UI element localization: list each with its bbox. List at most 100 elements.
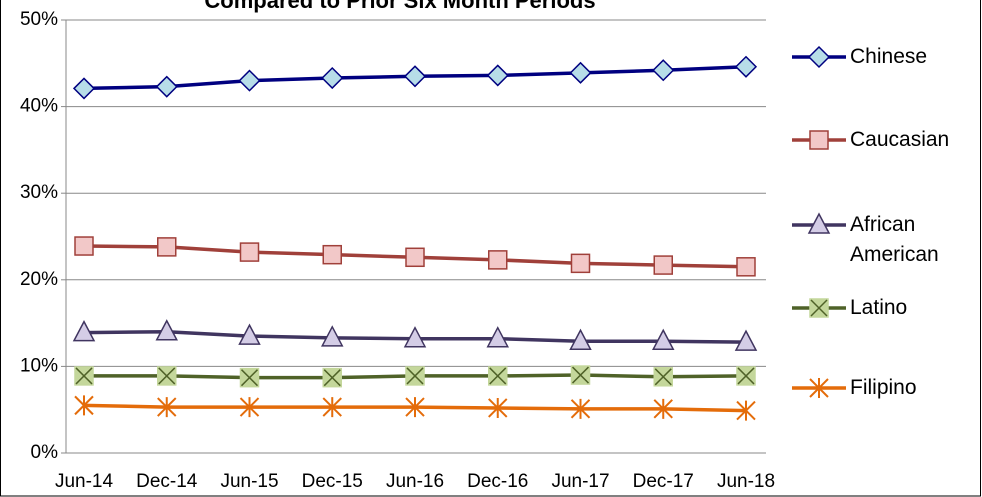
marker-part (486, 64, 509, 87)
x-tick-label: Jun-17 (551, 471, 609, 492)
marker-part (72, 77, 96, 100)
marker (322, 397, 342, 418)
marker-part (809, 378, 829, 398)
marker-part (238, 323, 261, 345)
marker (322, 244, 342, 265)
marker (72, 320, 96, 342)
marker (405, 247, 425, 268)
marker-part (322, 397, 342, 418)
marker (736, 257, 756, 277)
marker (570, 398, 591, 419)
marker-part (736, 257, 756, 277)
marker-part (734, 329, 758, 351)
marker (486, 326, 509, 348)
x-tick-label: Dec-16 (467, 471, 528, 492)
marker-part (653, 398, 673, 419)
marker-part (322, 244, 342, 265)
marker (157, 366, 177, 386)
marker (488, 366, 508, 386)
marker-part (734, 55, 758, 78)
marker-part (403, 326, 427, 348)
x-tick-label: Dec-15 (302, 471, 363, 492)
marker (652, 59, 675, 82)
marker-part (323, 369, 341, 387)
marker-part (405, 247, 425, 268)
marker (74, 236, 94, 256)
marker (736, 400, 756, 421)
marker (239, 242, 260, 262)
marker (157, 237, 177, 257)
marker-part (737, 367, 755, 385)
marker (807, 212, 831, 234)
x-tick-label: Dec-14 (136, 471, 198, 492)
x-tick-label: Jun-16 (386, 471, 444, 492)
marker (653, 255, 673, 275)
marker-part (157, 237, 177, 257)
marker (238, 69, 261, 92)
marker-part (810, 299, 828, 317)
marker-part (74, 236, 94, 256)
x-tick-label: Jun-15 (220, 471, 278, 492)
y-tick-label: 20% (20, 269, 58, 290)
marker-part (809, 130, 829, 150)
marker-part (807, 212, 831, 234)
x-tick-label: Jun-18 (717, 471, 775, 492)
y-tick-label: 30% (20, 182, 58, 203)
marker (74, 395, 94, 416)
marker-part (239, 242, 260, 262)
marker-part (403, 65, 427, 88)
marker (486, 64, 509, 87)
marker (736, 366, 756, 386)
marker (569, 61, 592, 84)
marker-part (569, 328, 592, 351)
marker-part (489, 367, 507, 385)
marker (155, 75, 178, 98)
marker-part (239, 397, 260, 418)
marker-part (72, 320, 96, 342)
marker (734, 329, 758, 351)
marker (321, 325, 344, 347)
legend-label: Chinese (850, 45, 928, 68)
marker-part (321, 325, 344, 347)
legend-label: African American (850, 213, 939, 266)
marker-part (406, 367, 424, 385)
marker-part (155, 319, 178, 341)
marker-part (652, 59, 675, 82)
marker (807, 45, 831, 69)
marker (488, 397, 508, 418)
marker (653, 367, 673, 387)
marker-part (569, 61, 592, 84)
marker-part (807, 45, 831, 69)
marker-part (736, 400, 756, 421)
marker (734, 55, 758, 78)
marker-part (74, 395, 94, 416)
marker (652, 328, 675, 351)
marker (238, 323, 261, 345)
marker-part (571, 366, 590, 384)
marker-part (653, 255, 673, 275)
marker (72, 77, 96, 100)
marker (570, 365, 591, 385)
marker (239, 397, 260, 418)
marker-part (321, 66, 344, 90)
marker (321, 66, 344, 90)
y-tick-label: 0% (31, 442, 59, 463)
chart-title: Compared to Prior Six Month Periods (204, 0, 595, 13)
legend-label: Filipino (850, 376, 917, 399)
marker (239, 367, 260, 388)
marker (403, 65, 427, 88)
marker-part (240, 369, 259, 387)
legend-label: Caucasian (850, 128, 950, 151)
marker-part (652, 328, 675, 351)
marker (809, 298, 829, 318)
x-tick-label: Jun-14 (55, 471, 114, 492)
marker-part (488, 397, 508, 418)
marker-part (155, 75, 178, 98)
marker (569, 328, 592, 351)
marker (155, 319, 178, 341)
marker (157, 397, 177, 418)
marker (653, 398, 673, 419)
marker-part (158, 367, 176, 385)
y-tick-label: 50% (20, 9, 58, 30)
